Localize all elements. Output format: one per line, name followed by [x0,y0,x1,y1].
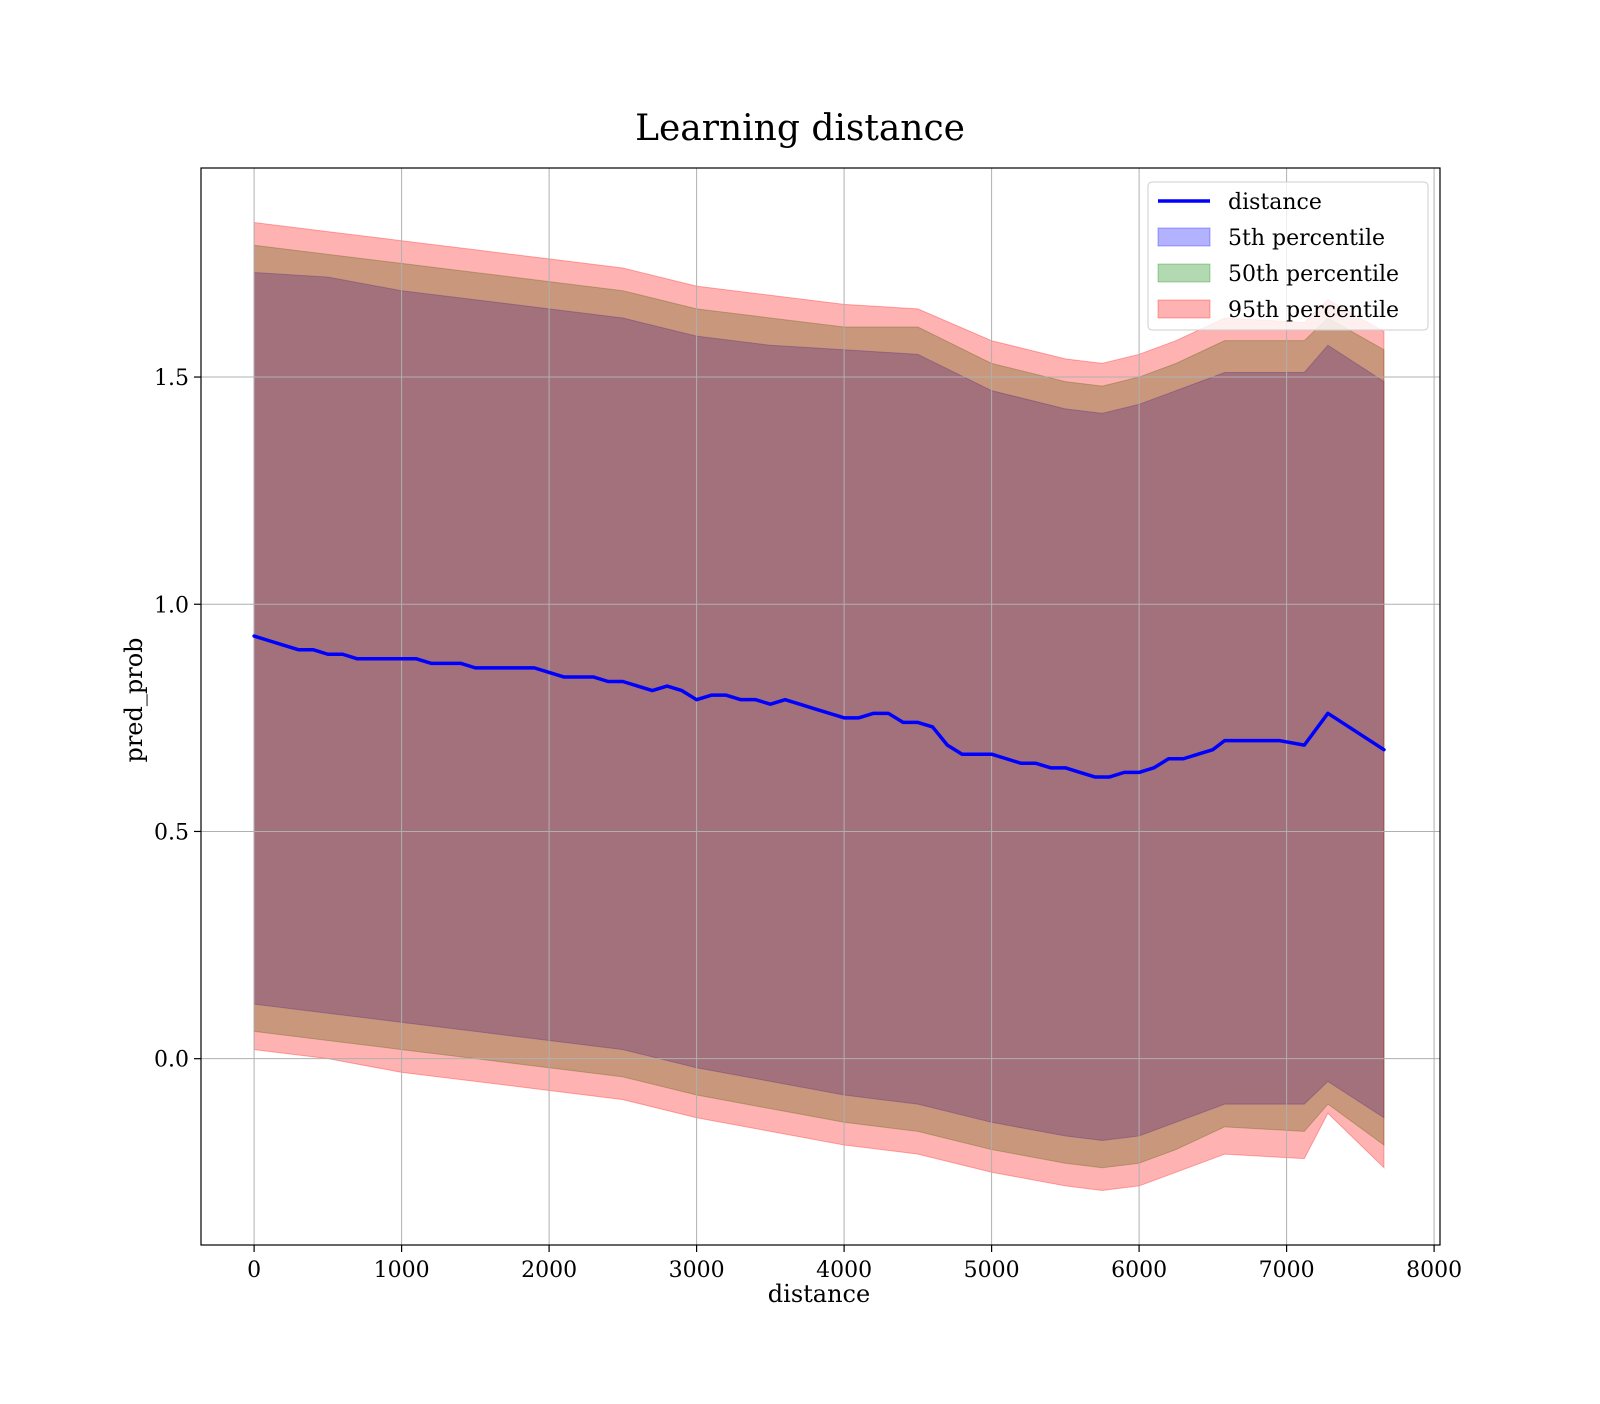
x-tick-label: 2000 [521,1258,577,1283]
legend-box [1147,181,1429,331]
x-tick-label: 0 [247,1258,261,1283]
x-tick-label: 5000 [964,1258,1020,1283]
legend: distance 5th percentile 50th percentile 95t… [1147,181,1429,331]
y-tick-label: 1.5 [154,366,189,391]
x-tick-label: 3000 [669,1258,725,1283]
x-tick-label: 4000 [816,1258,872,1283]
x-tick-label: 1000 [374,1258,430,1283]
legend-label: 50th percentile [1228,262,1399,287]
legend-label: 5th percentile [1228,226,1385,251]
y-axis-label: pred_prob [120,637,148,762]
y-tick-label: 0.5 [154,820,189,845]
x-tick-label: 6000 [1111,1258,1167,1283]
x-tick-label: 8000 [1406,1258,1462,1283]
chart-title: Learning distance [635,108,965,149]
axes-frame [200,167,1441,1246]
band-5th-percentile [253,271,1385,1141]
plot-area: 0 1000 2000 3000 4000 5000 6000 7000 8000 0.0 0.5 1… [154,167,1462,1283]
x-axis-label: distance [768,1280,870,1308]
band-50th-percentile [253,244,1385,1169]
y-tick-label: 1.0 [154,593,189,618]
band-95th-percentile [253,221,1385,1191]
x-tick-label: 7000 [1259,1258,1315,1283]
legend-label: distance [1228,190,1322,215]
legend-swatch-band [1157,263,1211,283]
series-line-distance [252,634,1386,779]
legend-swatch-band [1157,299,1211,319]
legend-label: 95th percentile [1228,298,1399,323]
y-tick-label: 0.0 [154,1048,189,1073]
legend-swatch-band [1157,227,1211,247]
grid-lines [201,168,1440,1245]
